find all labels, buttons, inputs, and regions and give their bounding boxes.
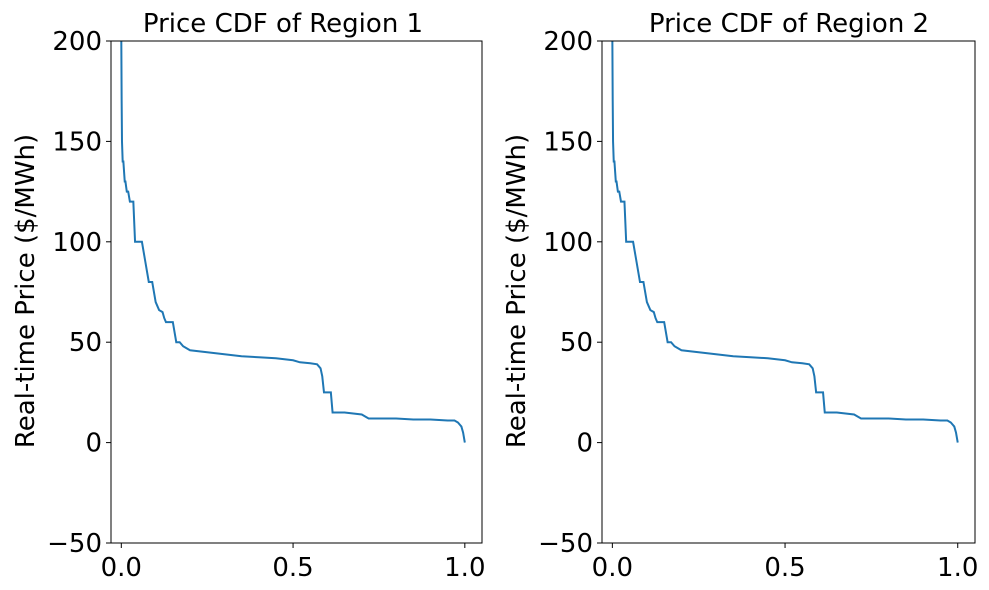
y-tick-label: 50 — [69, 328, 102, 358]
y-tick-label: 200 — [543, 27, 593, 57]
x-tick-label: 0.0 — [101, 553, 142, 583]
plot-frame — [110, 40, 483, 544]
y-axis-label: Real-time Price ($/MWh) — [11, 134, 41, 448]
series-line — [611, 40, 959, 443]
y-tick-label: 150 — [52, 127, 102, 157]
x-tick-label: 1.0 — [937, 553, 978, 583]
chart-region-1: Price CDF of Region 1 Real-time Price ($… — [11, 9, 486, 583]
x-tick-label: 0.5 — [272, 553, 313, 583]
y-tick-label: 50 — [560, 328, 593, 358]
x-tick-label: 1.0 — [444, 553, 485, 583]
y-tick-label: 200 — [52, 27, 102, 57]
axes: −50 0 50 100 150 200 0.0 0.5 1.0 — [47, 27, 485, 583]
chart-title: Price CDF of Region 1 — [143, 9, 423, 39]
series-line — [120, 40, 466, 443]
y-tick-label: 0 — [576, 429, 593, 459]
axes: −50 0 50 100 150 200 0.0 0.5 1.0 — [538, 27, 978, 583]
y-tick-label: −50 — [47, 529, 102, 559]
plot-frame — [601, 40, 976, 544]
y-tick-label: 100 — [52, 228, 102, 258]
chart-region-2: Price CDF of Region 2 Real-time Price ($… — [502, 9, 978, 583]
y-tick-label: −50 — [538, 529, 593, 559]
x-tick-label: 0.0 — [592, 553, 633, 583]
y-tick-label: 100 — [543, 228, 593, 258]
y-tick-label: 0 — [85, 429, 102, 459]
x-tick-label: 0.5 — [764, 553, 805, 583]
y-axis-label: Real-time Price ($/MWh) — [502, 134, 532, 448]
chart-title: Price CDF of Region 2 — [649, 9, 929, 39]
y-tick-label: 150 — [543, 127, 593, 157]
